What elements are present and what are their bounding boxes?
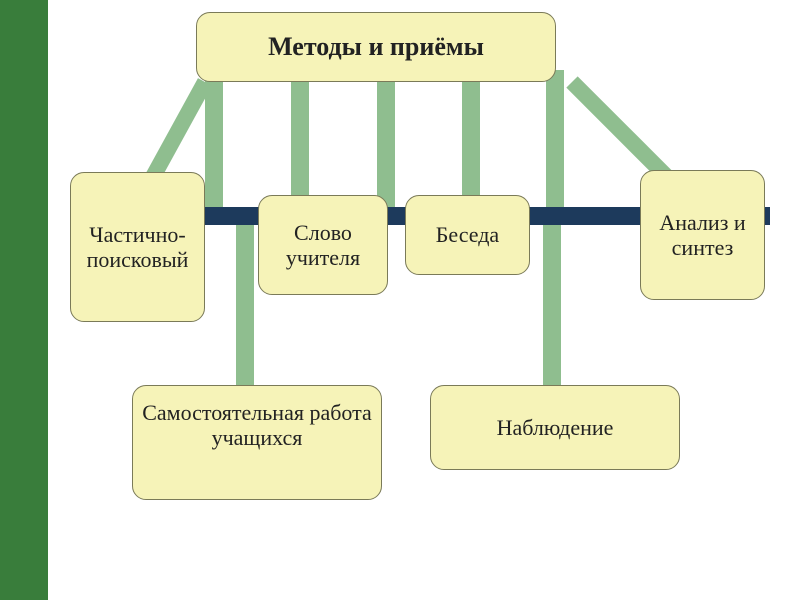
node-6-label: Наблюдение [489,411,622,444]
root-label: Методы и приёмы [260,28,492,66]
node-4-box: Анализ и синтез [640,170,765,300]
node-5-label: Самостоятельная работа учащихся [133,396,381,455]
stem-6 [236,225,254,405]
root-box: Методы и приёмы [196,12,556,82]
node-6-box: Наблюдение [430,385,680,470]
stem-7 [543,225,561,405]
left-sidebar [0,0,48,600]
stem-4 [462,70,480,207]
node-1-box: Частично-поисковый [70,172,205,322]
node-3-box: Беседа [405,195,530,275]
node-1-label: Частично-поисковый [71,218,204,277]
stem-3 [377,70,395,207]
diagram-canvas: Методы и приёмы Частично-поисковый Слово… [0,0,800,600]
stem-5 [546,70,564,207]
stem-1 [205,70,223,207]
node-5-box: Самостоятельная работа учащихся [132,385,382,500]
node-2-label: Слово учителя [259,216,387,275]
node-4-label: Анализ и синтез [641,206,764,265]
node-2-box: Слово учителя [258,195,388,295]
stem-2 [291,70,309,207]
node-3-label: Беседа [428,218,507,251]
